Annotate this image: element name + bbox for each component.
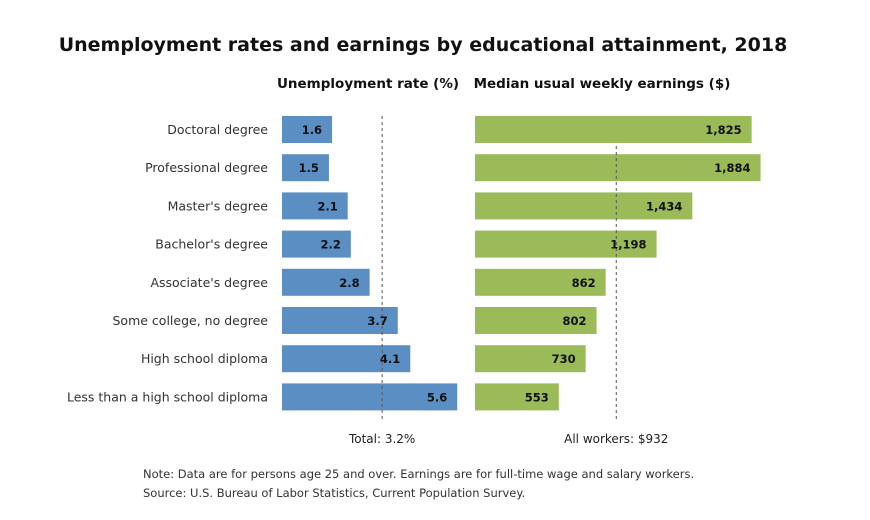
category-label: High school diploma (141, 351, 268, 366)
unemployment-value-label: 2.8 (339, 276, 359, 290)
earnings-value-label: 802 (563, 314, 587, 328)
category-labels: Doctoral degree Professional degree Master… (67, 122, 268, 404)
unemployment-value-label: 1.5 (299, 161, 319, 175)
chart-note: Note: Data are for persons age 25 and ov… (143, 467, 694, 481)
unemployment-subtitle: Unemployment rate (%) (277, 76, 459, 92)
unemployment-bar (282, 268, 370, 296)
unemployment-value-label: 5.6 (427, 390, 447, 404)
unemployment-reference-label: Total: 3.2% (348, 432, 415, 446)
chart-source: Source: U.S. Bureau of Labor Statistics,… (143, 486, 525, 500)
category-label: Bachelor's degree (155, 237, 268, 252)
unemployment-value-label: 2.1 (317, 199, 337, 213)
unemployment-panel: 1.6 1.5 2.1 2.2 2.8 3.7 4.1 5.6 Total: 3.2% (282, 116, 458, 446)
unemployment-value-label: 1.6 (302, 123, 322, 137)
earnings-bar (475, 230, 657, 258)
unemployment-bar (282, 345, 411, 373)
earnings-value-label: 553 (525, 390, 549, 404)
earnings-reference-label: All workers: $932 (564, 432, 668, 446)
earnings-value-label: 1,434 (646, 199, 682, 213)
earnings-value-label: 1,884 (714, 161, 750, 175)
earnings-panel: 1,825 1,884 1,434 1,198 862 802 730 553 All work… (475, 116, 761, 446)
unemployment-bar (282, 192, 348, 220)
earnings-bar (475, 383, 559, 411)
unemployment-value-label: 3.7 (367, 314, 387, 328)
earnings-bar (475, 154, 761, 182)
earnings-bar (475, 268, 606, 296)
unemployment-value-label: 4.1 (380, 352, 400, 366)
earnings-bar (475, 116, 752, 143)
unemployment-bar (282, 116, 333, 143)
unemployment-bar (282, 383, 458, 411)
unemployment-value-label: 2.2 (320, 238, 340, 252)
unemployment-bar (282, 307, 398, 334)
category-label: Professional degree (145, 160, 268, 175)
earnings-bar (475, 307, 597, 334)
chart-title: Unemployment rates and earnings by educa… (59, 34, 788, 56)
unemployment-bar (282, 154, 329, 182)
category-label: Less than a high school diploma (67, 389, 268, 404)
category-label: Doctoral degree (167, 122, 268, 137)
earnings-value-label: 1,825 (705, 123, 741, 137)
earnings-value-label: 862 (572, 276, 596, 290)
unemployment-bar (282, 230, 351, 258)
earnings-bar (475, 192, 693, 220)
earnings-bar (475, 345, 586, 373)
category-label: Master's degree (168, 198, 269, 213)
earnings-value-label: 1,198 (610, 238, 646, 252)
earnings-subtitle: Median usual weekly earnings ($) (474, 76, 731, 92)
category-label: Some college, no degree (113, 313, 269, 328)
category-label: Associate's degree (150, 275, 268, 290)
earnings-value-label: 730 (552, 352, 576, 366)
